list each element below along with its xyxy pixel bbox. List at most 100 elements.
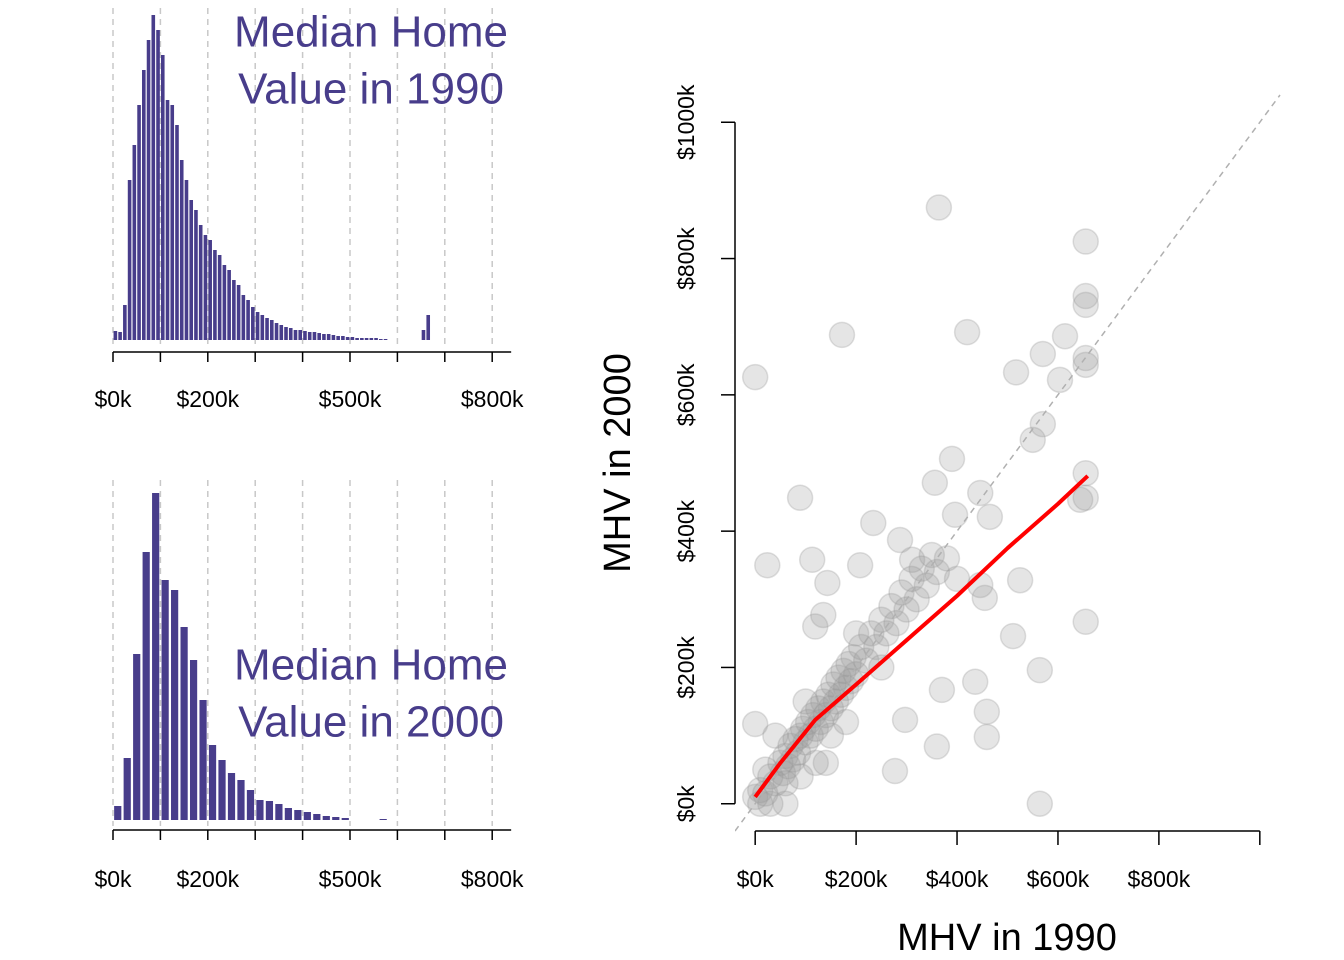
point	[792, 688, 819, 715]
bar	[118, 332, 122, 340]
bar	[123, 758, 131, 820]
point	[873, 620, 900, 647]
bar	[256, 800, 264, 820]
point	[787, 763, 814, 790]
point	[886, 526, 914, 554]
point	[1072, 282, 1099, 310]
point	[1072, 351, 1099, 379]
point	[812, 749, 840, 777]
bar	[284, 327, 288, 340]
bar	[255, 312, 260, 340]
bar	[137, 105, 141, 340]
point	[825, 664, 852, 691]
title-group: Median Home Value in 1990	[234, 8, 508, 114]
bar	[298, 330, 303, 340]
point	[812, 701, 840, 729]
bar	[171, 590, 179, 820]
point	[1029, 340, 1057, 368]
point	[1072, 608, 1099, 636]
bar	[217, 255, 222, 340]
bar	[180, 627, 188, 820]
bar	[364, 338, 369, 340]
bar	[313, 814, 321, 820]
bar	[142, 70, 146, 340]
point	[754, 551, 781, 579]
bar	[165, 100, 170, 340]
chart-title: Value in 2000	[238, 698, 504, 747]
bar	[303, 812, 311, 820]
point	[1072, 459, 1099, 487]
bar	[179, 160, 184, 340]
x-tick-label: $800k	[461, 386, 524, 412]
point	[953, 318, 981, 346]
x-tick-label: $400k	[926, 866, 989, 892]
point	[893, 596, 920, 623]
point	[786, 484, 814, 512]
point	[898, 546, 926, 574]
bar	[232, 280, 236, 340]
bar	[246, 790, 255, 820]
point	[794, 708, 822, 736]
point	[863, 633, 890, 661]
bar	[326, 334, 331, 340]
point	[973, 698, 1001, 725]
bar	[241, 295, 246, 340]
point	[837, 667, 865, 695]
bar	[227, 270, 231, 340]
point	[878, 592, 905, 620]
point	[832, 674, 860, 702]
point	[943, 565, 971, 593]
bar	[260, 315, 265, 340]
bar	[151, 15, 156, 340]
bar	[322, 816, 330, 820]
x-tick-label: $0k	[94, 386, 132, 412]
point	[846, 551, 874, 579]
point	[883, 609, 910, 637]
point	[923, 558, 951, 586]
point	[798, 546, 826, 574]
bar	[156, 30, 160, 340]
bar	[175, 125, 179, 340]
bar	[421, 330, 426, 340]
point	[807, 708, 835, 736]
x-tick-label: $0k	[737, 866, 775, 892]
bar	[360, 338, 364, 340]
y-tick-label: $800k	[673, 227, 699, 290]
point	[1072, 228, 1099, 255]
bar	[199, 700, 207, 820]
chart-title: Median Home	[234, 641, 508, 690]
bar	[369, 338, 374, 340]
point	[918, 541, 946, 569]
point	[1072, 484, 1099, 512]
bar	[336, 336, 340, 340]
point	[858, 620, 885, 647]
point	[938, 445, 966, 473]
bar	[293, 330, 298, 340]
point	[1026, 656, 1054, 684]
chart-title: Median Home	[234, 8, 508, 57]
bar	[208, 240, 212, 340]
point	[967, 479, 994, 507]
bar	[222, 265, 227, 340]
point	[832, 708, 860, 736]
bar	[189, 200, 194, 340]
bar	[374, 338, 378, 340]
y-tick-label: $1000k	[673, 84, 699, 160]
point	[976, 503, 1004, 531]
y-axis-label: MHV in 2000	[597, 353, 639, 573]
y-tick-label: $0k	[673, 785, 699, 823]
point	[923, 733, 951, 760]
bar	[132, 145, 137, 340]
point	[746, 790, 774, 817]
point	[814, 569, 841, 597]
bar	[350, 337, 355, 340]
point	[762, 722, 789, 749]
x-tick-label: $200k	[176, 866, 239, 892]
plot-area	[735, 94, 1281, 832]
bar	[269, 320, 274, 340]
bar	[251, 307, 255, 340]
point	[961, 668, 989, 696]
x-tick-label: $200k	[176, 386, 239, 412]
point	[1046, 366, 1074, 394]
point	[1029, 410, 1057, 438]
